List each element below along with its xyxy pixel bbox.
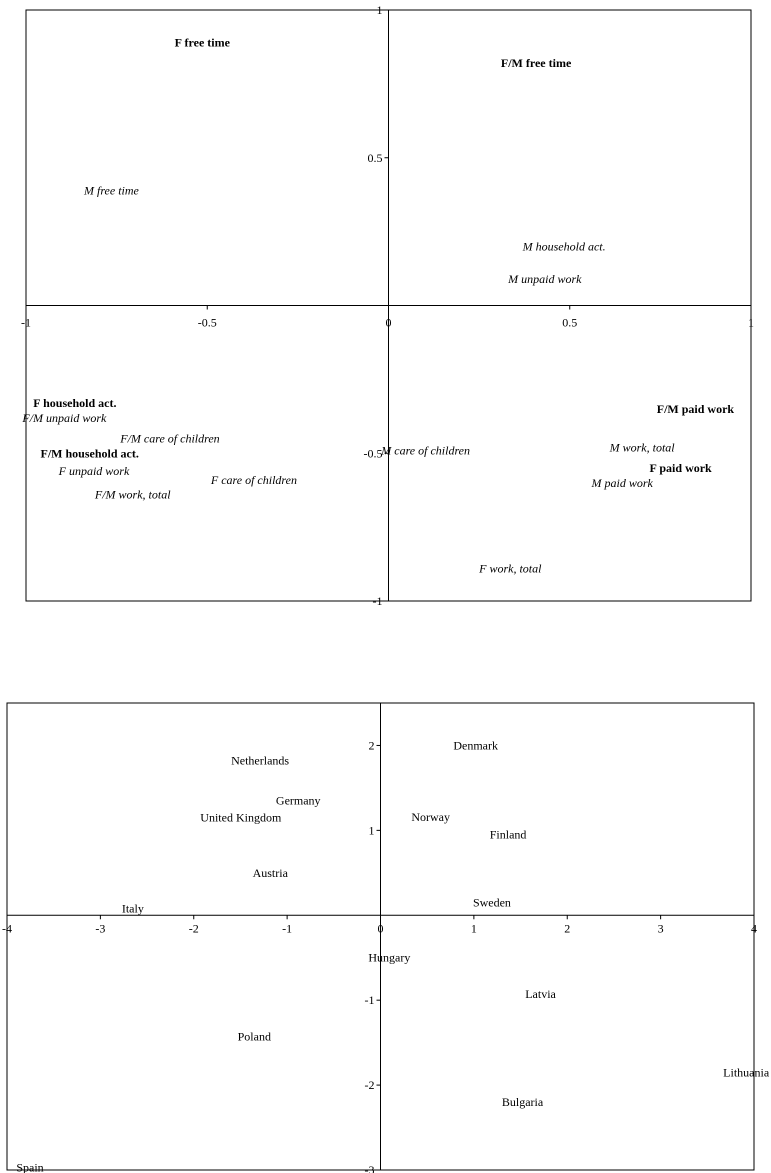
point-label: F care of children — [210, 473, 297, 487]
x-tick-label: 0.5 — [562, 316, 577, 330]
point-label: M paid work — [591, 476, 654, 490]
point-label: United Kingdom — [200, 811, 282, 825]
x-tick-label: 1 — [748, 316, 754, 330]
x-tick-label: 0 — [386, 316, 392, 330]
point-label: F/M free time — [501, 56, 572, 70]
point-label: M work, total — [609, 440, 676, 454]
point-label: M unpaid work — [507, 272, 582, 286]
y-tick-label: -3 — [365, 1163, 375, 1173]
y-tick-label: 0.5 — [368, 151, 383, 165]
point-label: Finland — [490, 828, 527, 842]
point-label: F/M paid work — [657, 402, 735, 416]
point-label: F/M unpaid work — [21, 411, 107, 425]
x-tick-label: -3 — [95, 921, 105, 935]
x-tick-label: 4 — [751, 921, 757, 935]
point-label: Norway — [411, 810, 450, 824]
point-label: Hungary — [368, 951, 410, 965]
y-tick-label: -2 — [365, 1078, 375, 1092]
point-label: Germany — [276, 794, 321, 808]
point-label: F work, total — [478, 561, 542, 575]
x-tick-label: 0 — [378, 921, 384, 935]
chart-countries-biplot: -4 -3 -2 -1 0 1 2 3 4 2 1 -1 -2 -3 Denmark Netherlands G… — [2, 702, 770, 1173]
point-label: F paid work — [650, 461, 713, 475]
point-label: Bulgaria — [502, 1095, 544, 1109]
y-tick-label: -0.5 — [364, 446, 383, 460]
point-label: M household act. — [522, 239, 606, 253]
x-tick-label: -1 — [282, 921, 292, 935]
x-tick-label: -1 — [21, 316, 31, 330]
x-tick-label: 2 — [564, 921, 570, 935]
y-tick-label: -1 — [373, 594, 383, 608]
point-label: Latvia — [525, 987, 556, 1001]
point-label: Netherlands — [231, 754, 289, 768]
point-label: F/M household act. — [41, 446, 139, 460]
y-tick-label: -1 — [365, 993, 375, 1007]
y-tick-label: 1 — [369, 823, 375, 837]
y-tick-label: 2 — [369, 738, 375, 752]
point-label: F unpaid work — [58, 464, 130, 478]
point-label: M free time — [83, 183, 140, 197]
y-tick-label: 1 — [377, 3, 383, 17]
point-label: F/M work, total — [94, 488, 171, 502]
point-label: F/M care of children — [119, 431, 219, 445]
point-label: M care of children — [380, 443, 470, 457]
x-tick-label: -0.5 — [198, 316, 217, 330]
point-label: F household act. — [33, 396, 116, 410]
point-label: Poland — [238, 1030, 271, 1044]
chart-variables-biplot: -1 -0.5 0 0.5 1 1 0.5 -0.5 -1 F free time F/M free… — [21, 3, 754, 608]
x-tick-label: 3 — [658, 921, 664, 935]
point-label: Denmark — [453, 738, 498, 752]
x-tick-label: 1 — [471, 921, 477, 935]
x-tick-label: -4 — [2, 921, 12, 935]
point-label: F free time — [175, 36, 231, 50]
point-label: Austria — [253, 866, 289, 880]
point-label: Italy — [122, 901, 144, 915]
point-label: Lithuania — [723, 1065, 770, 1079]
point-label: Spain — [16, 1160, 43, 1173]
point-label: Sweden — [473, 896, 511, 910]
x-tick-label: -2 — [189, 921, 199, 935]
